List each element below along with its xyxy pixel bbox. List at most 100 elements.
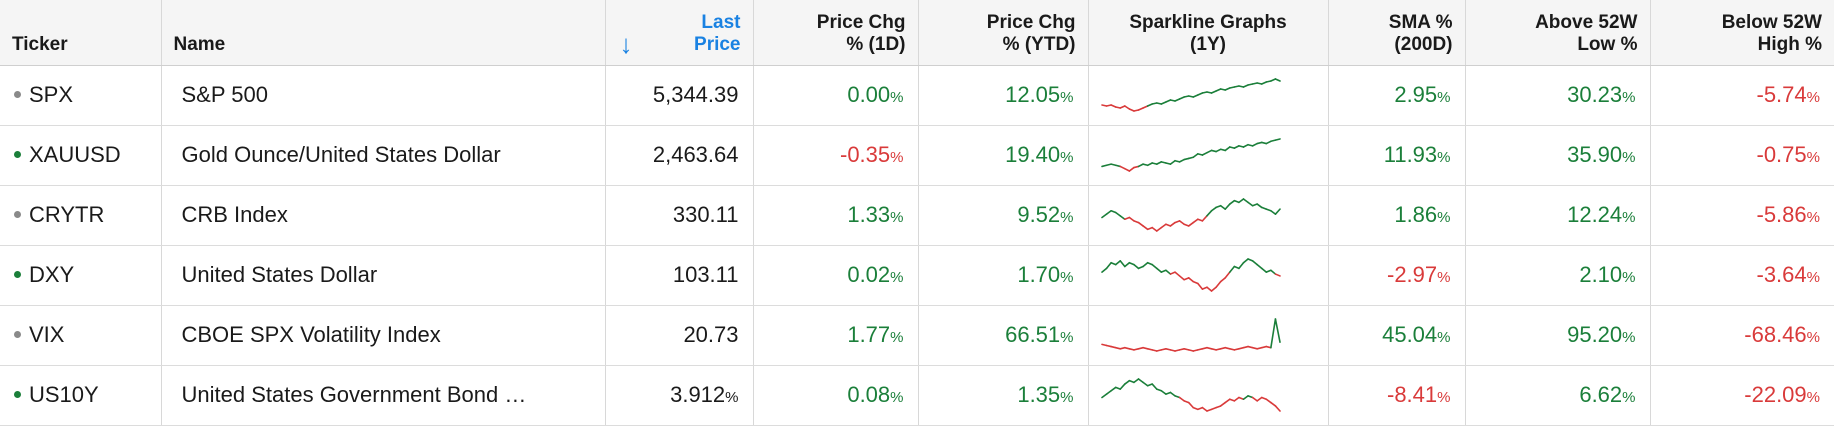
column-header-name[interactable]: Name — [161, 0, 606, 66]
sparkline-segment — [1251, 203, 1258, 207]
above-52w-low-value: 12.24 — [1567, 202, 1623, 227]
status-dot-icon — [14, 270, 21, 278]
sparkline-segment — [1205, 408, 1212, 412]
sparkline-segment — [1214, 148, 1221, 153]
sparkline-segment — [1265, 398, 1272, 404]
sparkline-segment — [1246, 201, 1253, 207]
sparkline-segment — [1160, 269, 1167, 273]
sparkline-segment — [1237, 261, 1244, 270]
cell-sparkline — [1088, 65, 1329, 126]
percent-sign: % — [1437, 329, 1451, 346]
sparkline-segment — [1164, 269, 1171, 275]
ticker-symbol[interactable]: CRYTR — [29, 202, 105, 227]
sparkline-segment — [1123, 261, 1130, 268]
sparkline-segment — [1173, 220, 1180, 224]
column-header-above-52w-low[interactable]: Above 52W Low % — [1465, 0, 1651, 66]
sparkline-segment — [1178, 220, 1185, 226]
sparkline-segment — [1201, 406, 1208, 412]
cell-below-52w-high: -3.64% — [1650, 245, 1834, 306]
sparkline-segment — [1105, 209, 1112, 215]
status-dot-icon — [14, 150, 21, 158]
sparkline-segment — [1228, 199, 1235, 205]
table-row[interactable]: CRYTR CRB Index 330.11 1.33% 9.52% 1.86% 12.24… — [0, 185, 1834, 246]
sparkline-segment — [1164, 99, 1171, 103]
table-row[interactable]: VIX CBOE SPX Volatility Index 20.73 1.77% 66… — [0, 305, 1834, 366]
cell-ticker[interactable]: VIX — [0, 305, 162, 366]
cell-price-chg-ytd: 9.52% — [918, 185, 1089, 246]
table-row[interactable]: DXY United States Dollar 103.11 0.02% 1.70% -… — [0, 245, 1834, 306]
cell-ticker[interactable]: DXY — [0, 245, 162, 306]
sparkline-segment — [1269, 318, 1276, 349]
sparkline-segment — [1178, 96, 1185, 100]
sparkline-segment — [1178, 158, 1185, 163]
column-header-last-price[interactable]: ↓ Last Price — [605, 0, 754, 66]
sparkline-segment — [1146, 162, 1153, 167]
column-header-sparkline[interactable]: Sparkline Graphs (1Y) — [1088, 0, 1329, 66]
percent-sign: % — [1806, 149, 1820, 166]
cell-ticker[interactable]: US10Y — [0, 365, 162, 426]
column-header-sma[interactable]: SMA % (200D) — [1328, 0, 1466, 66]
table-row[interactable]: XAUUSD Gold Ounce/United States Dollar 2,4… — [0, 125, 1834, 186]
sparkline-segment — [1100, 213, 1107, 219]
column-header-price-chg-ytd[interactable]: Price Chg% (YTD) — [918, 0, 1089, 66]
table-header-row: Ticker Name ↓ Last Price Price Chg% (1D) … — [0, 0, 1834, 66]
sparkline-segment — [1169, 271, 1176, 275]
percent-sign: % — [1437, 149, 1451, 166]
sparkline-segment — [1178, 275, 1185, 281]
sparkline-segment — [1160, 389, 1167, 395]
percent-sign: % — [1060, 149, 1074, 166]
cell-below-52w-high: -5.74% — [1650, 65, 1834, 126]
ticker-symbol[interactable]: XAUUSD — [29, 142, 121, 167]
cell-name: S&P 500 — [161, 65, 606, 126]
sparkline-segment — [1100, 267, 1107, 273]
sparkline-segment — [1223, 271, 1231, 279]
ticker-symbol[interactable]: DXY — [29, 262, 75, 287]
price-chg-1d-value: 0.00 — [847, 82, 891, 107]
sma-value: -2.97 — [1387, 262, 1438, 287]
cell-last-price: 3.912% — [605, 365, 754, 426]
status-dot-icon — [14, 90, 21, 98]
sparkline-segment — [1214, 405, 1221, 409]
cell-last-price: 2,463.64 — [605, 125, 754, 186]
column-header-ticker[interactable]: Ticker — [0, 0, 162, 66]
sparkline-segment — [1242, 258, 1249, 264]
status-dot-icon — [14, 390, 21, 398]
sparkline-segment — [1246, 395, 1253, 399]
percent-sign: % — [1622, 149, 1636, 166]
sparkline-segment — [1233, 145, 1240, 149]
percent-sign: % — [1622, 209, 1636, 226]
column-header-below-52w-high[interactable]: Below 52W High % — [1650, 0, 1834, 66]
cell-ticker[interactable]: SPX — [0, 65, 162, 126]
percent-sign: % — [1437, 389, 1451, 406]
column-header-price-chg-1d[interactable]: Price Chg% (1D) — [753, 0, 919, 66]
ticker-symbol[interactable]: SPX — [29, 82, 74, 107]
sparkline-segment — [1196, 218, 1203, 222]
sparkline-segment — [1169, 159, 1176, 165]
ticker-symbol[interactable]: US10Y — [29, 382, 99, 407]
sparkline-segment — [1187, 221, 1194, 227]
cell-below-52w-high: -22.09% — [1650, 365, 1834, 426]
above-52w-low-value: 30.23 — [1567, 82, 1623, 107]
cell-last-price: 330.11 — [605, 185, 754, 246]
percent-sign: % — [1060, 209, 1074, 226]
table-row[interactable]: US10Y United States Government Bond … 3.91… — [0, 365, 1834, 426]
percent-sign: % — [1806, 209, 1820, 226]
price-chg-ytd-value: 66.51 — [1005, 322, 1061, 347]
percent-sign: % — [890, 209, 904, 226]
sparkline-segment — [1196, 282, 1203, 290]
sparkline-segment — [1237, 198, 1244, 204]
cell-price-chg-1d: 1.77% — [753, 305, 919, 366]
sma-value: -8.41 — [1387, 382, 1438, 407]
cell-ticker[interactable]: XAUUSD — [0, 125, 162, 186]
sparkline-segment — [1114, 211, 1121, 217]
price-chg-ytd-value: 1.70 — [1017, 262, 1061, 287]
cell-ticker[interactable]: CRYTR — [0, 185, 162, 246]
ticker-symbol[interactable]: VIX — [29, 322, 65, 347]
price-chg-1d-value: 1.33 — [847, 202, 891, 227]
cell-sparkline — [1088, 245, 1329, 306]
sparkline-segment — [1132, 263, 1139, 270]
table-row[interactable]: SPX S&P 500 5,344.39 0.00% 12.05% 2.95% 30.23%… — [0, 65, 1834, 126]
percent-sign: % — [1437, 269, 1451, 286]
sparkline-segment — [1191, 218, 1199, 224]
sparkline-segment — [1251, 260, 1258, 266]
